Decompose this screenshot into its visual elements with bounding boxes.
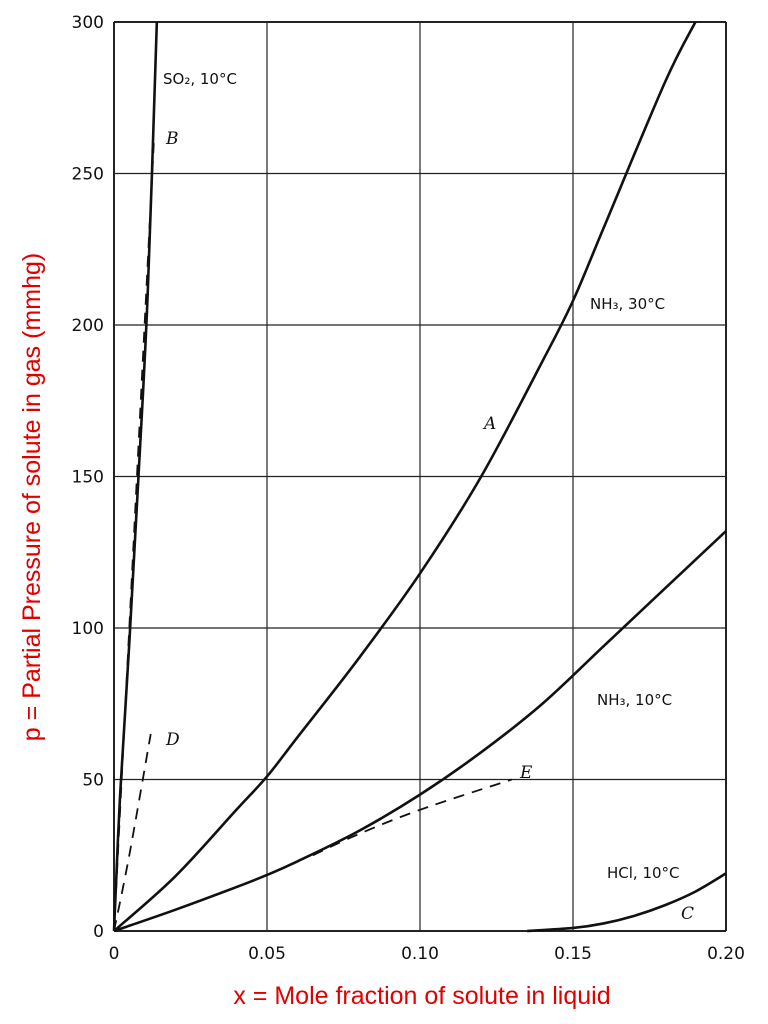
series-name-label: NH₃, 30°C — [590, 295, 665, 313]
y-tick-label: 200 — [72, 316, 104, 336]
y-tick-label: 250 — [72, 165, 104, 185]
series-line-3 — [113, 733, 152, 932]
y-tick-label: 300 — [72, 13, 104, 33]
series-line-4 — [113, 530, 727, 933]
series-line-2 — [113, 21, 697, 932]
x-tick-label: 0.10 — [401, 944, 439, 964]
series-name-label: NH₃, 10°C — [597, 691, 672, 709]
tick-labels: 0 0.05 0.10 0.15 0.20 0 50 100 150 200 250 300 — [72, 13, 745, 964]
curve-letter-label: B — [165, 129, 179, 149]
x-axis-title: x = Mole fraction of solute in liquid — [233, 982, 610, 1010]
curve-letter-label: A — [482, 414, 496, 434]
curve-letter-label: D — [165, 730, 180, 750]
y-axis-title: p = Partial Pressure of solute in gas (m… — [18, 253, 46, 741]
series-lines — [112, 21, 727, 933]
series-name-label: HCl, 10°C — [607, 864, 680, 882]
x-tick-label: 0.20 — [707, 944, 745, 964]
x-tick-label: 0 — [109, 944, 120, 964]
y-tick-label: 150 — [72, 468, 104, 488]
y-tick-label: 50 — [82, 771, 104, 791]
series-line-1 — [113, 143, 155, 932]
curve-letter-label: C — [681, 904, 694, 924]
curve-letter-label: E — [519, 763, 533, 783]
x-tick-label: 0.05 — [248, 944, 286, 964]
series-line-6 — [527, 872, 727, 933]
series-line-5 — [312, 778, 513, 857]
y-tick-label: 100 — [72, 619, 104, 639]
x-tick-label: 0.15 — [554, 944, 592, 964]
curve-labels: SO₂, 10°C B NH₃, 30°C A D NH₃, 10°C E HCl, 10°C… — [163, 70, 694, 924]
grid — [113, 21, 727, 932]
y-tick-label: 0 — [93, 922, 104, 942]
series-name-label: SO₂, 10°C — [163, 70, 237, 88]
